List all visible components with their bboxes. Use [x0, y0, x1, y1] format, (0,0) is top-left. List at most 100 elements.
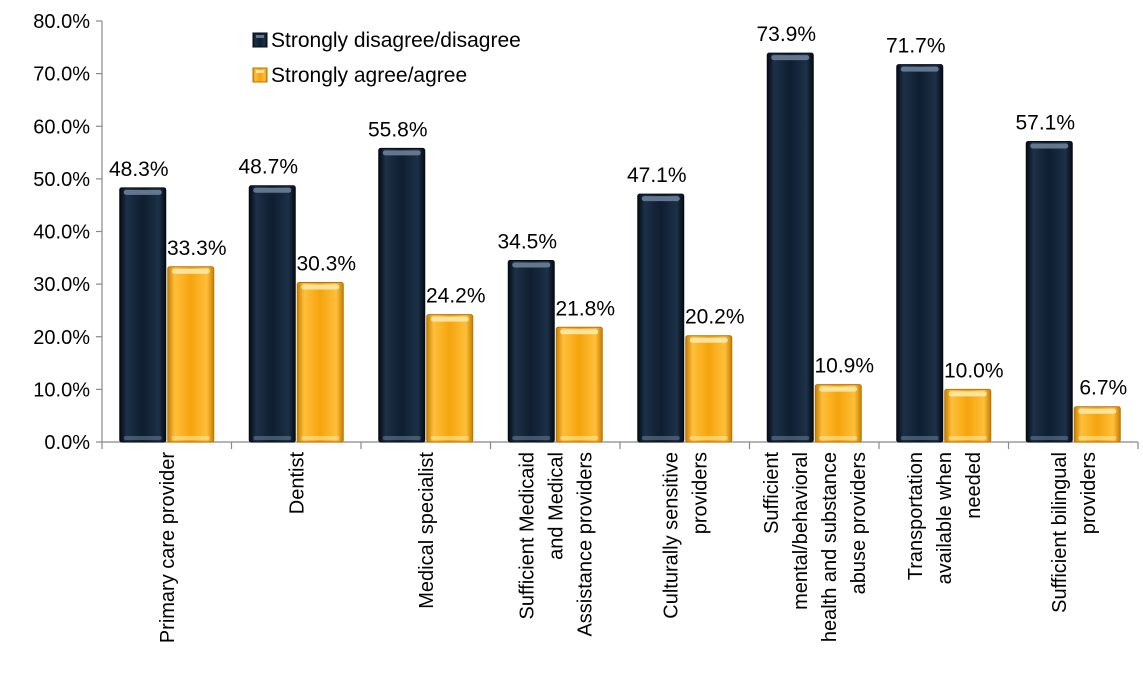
category-label-line: Medical specialist [416, 452, 438, 609]
data-label: 47.1% [627, 164, 687, 187]
data-label: 48.7% [238, 156, 298, 179]
bar-agree [555, 326, 603, 443]
bar-agree [814, 384, 862, 443]
bar-bottom-highlight [1078, 436, 1117, 440]
category-label-line: health and substance [819, 452, 841, 642]
bar-top-highlight [1078, 408, 1117, 414]
bar-bottom-highlight [819, 436, 858, 440]
bar-bottom-highlight [560, 436, 599, 440]
category-label: Transportation available when needed [905, 452, 985, 584]
bar-top-highlight [301, 284, 340, 290]
bar-disagree [248, 185, 296, 443]
category-label: Sufficient bilingual providers [1049, 452, 1100, 613]
bar-top-highlight [948, 391, 987, 397]
data-label: 71.7% [886, 35, 946, 58]
y-tick-label: 20.0% [33, 327, 90, 349]
data-label: 6.7% [1079, 377, 1127, 400]
bar-bottom-highlight [771, 436, 810, 440]
bar-disagree [119, 187, 167, 443]
bar-bottom-highlight [253, 436, 292, 440]
bar-disagree [507, 259, 555, 443]
bar-top-highlight [171, 268, 210, 274]
category-label-line: Assistance providers [574, 452, 596, 637]
bar-top-highlight [1030, 143, 1069, 149]
category-label: Medical specialist [416, 452, 438, 609]
bar-agree [296, 282, 344, 443]
bar-bottom-highlight [689, 436, 728, 440]
category-label: Dentist [286, 452, 308, 515]
legend-swatch-highlight [256, 70, 264, 73]
category-label-line: abuse providers [848, 452, 870, 594]
y-tick-label: 80.0% [33, 11, 90, 33]
category-label-line: and Medical [545, 452, 567, 560]
category-label-line: Primary care provider [157, 452, 179, 644]
data-label: 34.5% [497, 230, 557, 253]
y-tick-label: 50.0% [33, 169, 90, 191]
y-tick-label: 70.0% [33, 64, 90, 86]
data-label: 10.0% [944, 359, 1004, 382]
category-label-line: providers [689, 452, 711, 534]
bar-bottom-highlight [641, 436, 680, 440]
legend-label: Strongly agree/agree [271, 64, 467, 87]
bar-top-highlight [900, 66, 939, 72]
bar-agree [1073, 406, 1121, 443]
bars [119, 52, 1121, 443]
bar-agree [944, 388, 992, 443]
bar-bottom-highlight [301, 436, 340, 440]
category-label: Sufficient mental/behavioral health and su… [761, 452, 870, 643]
data-label: 33.3% [167, 237, 227, 260]
bar-agree [167, 266, 215, 443]
y-tick-label: 60.0% [33, 116, 90, 138]
bar-disagree [378, 147, 426, 443]
bar-bottom-highlight [1030, 436, 1069, 440]
bar-top-highlight [641, 196, 680, 202]
legend-swatch-highlight [256, 35, 264, 38]
bar-agree [426, 314, 474, 443]
bar-top-highlight [253, 187, 292, 193]
bar-bottom-highlight [900, 436, 939, 440]
bar-top-highlight [689, 337, 728, 343]
data-label: 21.8% [555, 297, 615, 320]
category-label-line: Sufficient [761, 452, 783, 534]
legend: Strongly disagree/disagree Strongly agree… [252, 29, 521, 87]
bar-top-highlight [512, 262, 551, 268]
bar-top-highlight [382, 150, 421, 156]
category-label-line: Sufficient bilingual [1049, 452, 1071, 613]
category-label-line: Dentist [286, 452, 308, 515]
data-label: 73.9% [756, 23, 816, 46]
bar-top-highlight [560, 329, 599, 335]
bar-top-highlight [123, 189, 162, 195]
y-tick-label: 0.0% [44, 432, 90, 454]
legend-label: Strongly disagree/disagree [271, 29, 521, 52]
data-label: 30.3% [296, 253, 356, 276]
data-label: 10.9% [814, 355, 874, 378]
category-label-line: Culturally sensitive [660, 452, 682, 619]
data-label: 48.3% [109, 158, 169, 181]
bar-agree [685, 335, 733, 443]
bar-top-highlight [430, 316, 469, 322]
bar-top-highlight [819, 386, 858, 392]
bar-disagree [896, 64, 944, 443]
bar-bottom-highlight [171, 436, 210, 440]
bar-bottom-highlight [948, 436, 987, 440]
data-label: 57.1% [1015, 112, 1075, 135]
category-label: Sufficient Medicaid and Medical Assistance… [516, 452, 596, 637]
bar-disagree [637, 193, 685, 443]
bar-disagree [1025, 141, 1073, 443]
category-label: Primary care provider [157, 452, 179, 644]
data-label: 24.2% [426, 285, 486, 308]
bar-bottom-highlight [123, 436, 162, 440]
data-labels: 48.3% 33.3% 48.7% 30.3% 55.8% 24.2% 34.5% 21.8%… [109, 23, 1127, 400]
bar-disagree [766, 52, 814, 443]
category-label-line: providers [1078, 452, 1100, 534]
bar-bottom-highlight [382, 436, 421, 440]
category-label-line: Transportation [905, 452, 927, 580]
bar-bottom-highlight [512, 436, 551, 440]
category-label-line: Sufficient Medicaid [516, 452, 538, 620]
y-tick-label: 30.0% [33, 274, 90, 296]
y-tick-label: 40.0% [33, 222, 90, 244]
data-label: 55.8% [368, 118, 428, 141]
bar-bottom-highlight [430, 436, 469, 440]
category-label-line: mental/behavioral [790, 452, 812, 610]
